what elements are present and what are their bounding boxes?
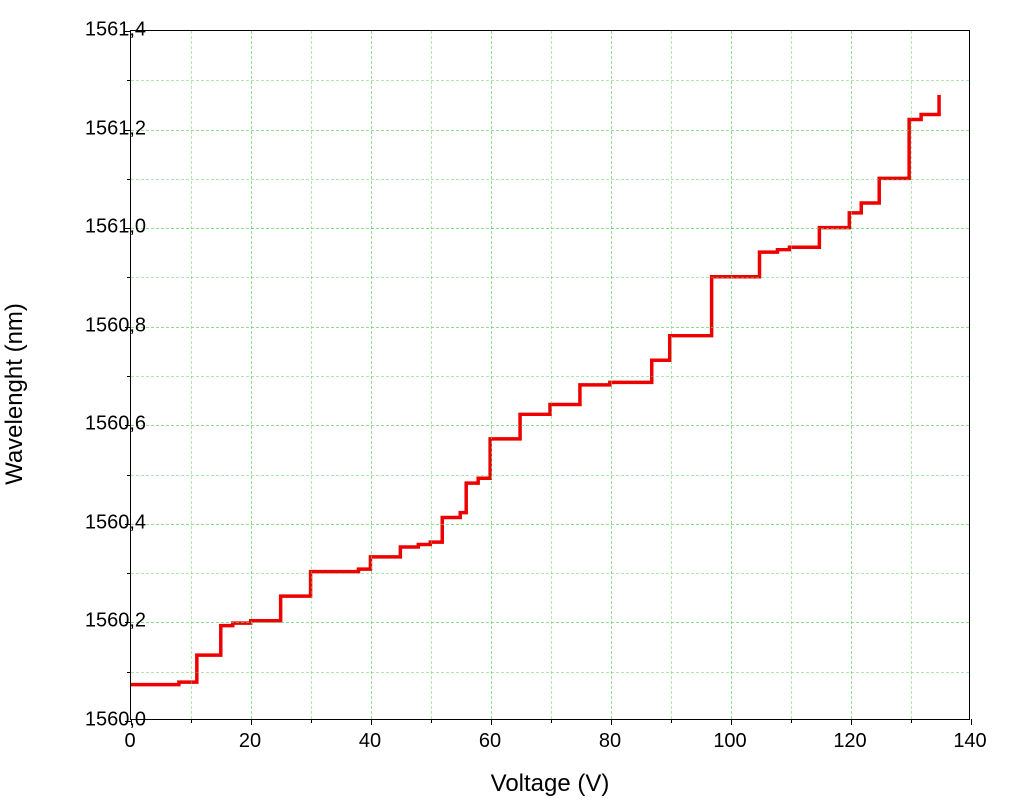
x-tick-label: 40 [359, 730, 381, 753]
grid-line-horizontal [131, 228, 969, 229]
x-tick-mark-minor [431, 719, 432, 723]
data-line-svg [131, 31, 969, 719]
x-tick-mark-minor [311, 719, 312, 723]
y-tick-mark-minor [127, 376, 131, 377]
y-tick-mark-minor [127, 475, 131, 476]
x-tick-label: 80 [599, 730, 621, 753]
x-tick-mark [611, 719, 612, 725]
grid-line-vertical-minor [671, 31, 672, 719]
grid-line-vertical-minor [311, 31, 312, 719]
grid-line-vertical-minor [791, 31, 792, 719]
x-tick-label: 20 [239, 730, 261, 753]
y-tick-label: 1561,0 [56, 216, 146, 239]
grid-line-horizontal [131, 327, 969, 328]
grid-line-horizontal-minor [131, 475, 969, 476]
x-tick-mark-minor [551, 719, 552, 723]
y-tick-label: 1561,4 [56, 19, 146, 42]
grid-line-horizontal [131, 622, 969, 623]
x-tick-label: 140 [953, 730, 986, 753]
grid-line-horizontal [131, 425, 969, 426]
x-tick-mark [851, 719, 852, 725]
y-tick-label: 1560,4 [56, 511, 146, 534]
grid-line-horizontal-minor [131, 179, 969, 180]
x-tick-mark [971, 719, 972, 725]
x-tick-mark [371, 719, 372, 725]
y-tick-label: 1560,2 [56, 610, 146, 633]
x-tick-mark-minor [191, 719, 192, 723]
grid-line-vertical-minor [911, 31, 912, 719]
x-tick-label: 120 [833, 730, 866, 753]
y-tick-mark-minor [127, 179, 131, 180]
y-tick-label: 1560,6 [56, 413, 146, 436]
grid-line-vertical-minor [551, 31, 552, 719]
y-axis-label: Wavelenght (nm) [1, 303, 29, 485]
y-tick-mark-minor [127, 80, 131, 81]
grid-line-vertical [251, 31, 252, 719]
grid-line-vertical [491, 31, 492, 719]
y-tick-label: 1561,2 [56, 117, 146, 140]
x-tick-mark [491, 719, 492, 725]
x-tick-mark [251, 719, 252, 725]
y-tick-label: 1560,0 [56, 709, 146, 732]
grid-line-horizontal-minor [131, 277, 969, 278]
y-tick-mark-minor [127, 672, 131, 673]
data-line [131, 95, 939, 685]
grid-line-horizontal-minor [131, 573, 969, 574]
x-tick-mark-minor [671, 719, 672, 723]
x-tick-label: 60 [479, 730, 501, 753]
grid-line-vertical [851, 31, 852, 719]
grid-line-vertical [611, 31, 612, 719]
grid-line-horizontal-minor [131, 80, 969, 81]
y-tick-mark-minor [127, 277, 131, 278]
grid-line-horizontal [131, 524, 969, 525]
grid-line-vertical-minor [431, 31, 432, 719]
chart-container [130, 30, 1000, 730]
x-tick-mark [731, 719, 732, 725]
y-tick-label: 1560,8 [56, 314, 146, 337]
y-tick-mark-minor [127, 573, 131, 574]
grid-line-horizontal-minor [131, 672, 969, 673]
x-tick-label: 100 [713, 730, 746, 753]
grid-line-vertical [731, 31, 732, 719]
x-tick-mark-minor [791, 719, 792, 723]
grid-line-vertical [371, 31, 372, 719]
grid-line-horizontal-minor [131, 376, 969, 377]
x-tick-label: 0 [124, 730, 135, 753]
plot-area [130, 30, 970, 720]
x-tick-mark-minor [911, 719, 912, 723]
x-axis-label: Voltage (V) [491, 770, 610, 798]
grid-line-horizontal [131, 130, 969, 131]
grid-line-vertical-minor [191, 31, 192, 719]
